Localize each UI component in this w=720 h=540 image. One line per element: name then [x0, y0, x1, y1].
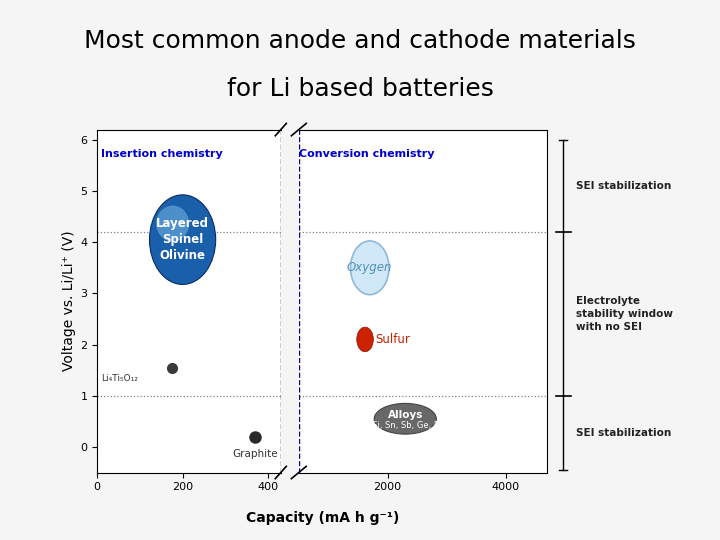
- Y-axis label: Voltage vs. Li/Li⁺ (V): Voltage vs. Li/Li⁺ (V): [62, 231, 76, 372]
- Text: Graphite: Graphite: [233, 449, 278, 460]
- Text: Sulfur: Sulfur: [375, 333, 410, 346]
- Text: Layered
Spinel
Olivine: Layered Spinel Olivine: [156, 217, 209, 262]
- Text: Electrolyte
stability window
with no SEI: Electrolyte stability window with no SEI: [576, 295, 673, 332]
- Text: for Li based batteries: for Li based batteries: [227, 77, 493, 100]
- Text: SEI stabilization: SEI stabilization: [576, 428, 672, 438]
- Text: Insertion chemistry: Insertion chemistry: [102, 149, 223, 159]
- Ellipse shape: [357, 327, 374, 352]
- Text: Most common anode and cathode materials: Most common anode and cathode materials: [84, 29, 636, 53]
- Text: (Si, Sn, Sb, Ge, P): (Si, Sn, Sb, Ge, P): [369, 421, 442, 430]
- Ellipse shape: [374, 403, 436, 434]
- Text: Conversion chemistry: Conversion chemistry: [300, 149, 435, 159]
- Text: SEI stabilization: SEI stabilization: [576, 181, 672, 191]
- Text: Li₄Ti₅O₁₂: Li₄Ti₅O₁₂: [102, 374, 138, 383]
- Text: Oxygen: Oxygen: [347, 261, 392, 274]
- Text: Alloys: Alloys: [387, 410, 423, 420]
- Text: Capacity (mA h g⁻¹): Capacity (mA h g⁻¹): [246, 511, 399, 525]
- Ellipse shape: [156, 206, 189, 241]
- Ellipse shape: [351, 241, 389, 295]
- Ellipse shape: [150, 195, 216, 285]
